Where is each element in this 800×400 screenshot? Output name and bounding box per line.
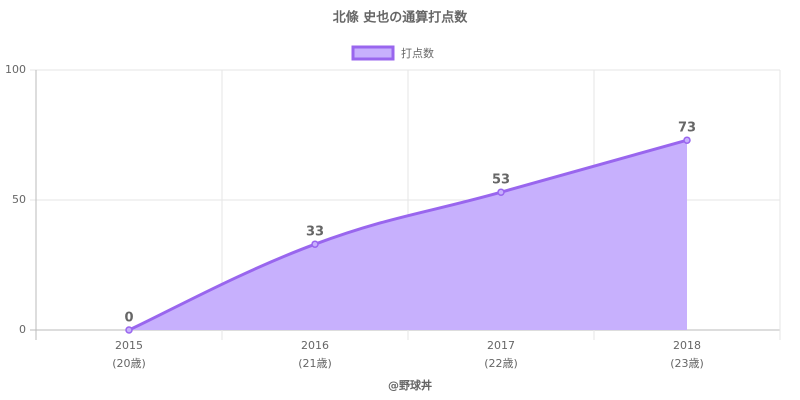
x-tick-sublabel: (21歳) xyxy=(298,357,332,370)
area-fill xyxy=(129,140,687,330)
x-tick-label: 2018 xyxy=(673,339,701,352)
x-tick-sublabel: (22歳) xyxy=(484,357,518,370)
x-tick-sublabel: (23歳) xyxy=(670,357,704,370)
line xyxy=(128,138,688,332)
legend-swatch xyxy=(351,45,395,61)
point xyxy=(683,136,691,144)
x-tick-label: 2016 xyxy=(301,339,329,352)
y-tick-label: 100 xyxy=(5,63,26,76)
x-tick-label: 2017 xyxy=(487,339,515,352)
legend-label: 打点数 xyxy=(401,46,434,60)
chart-title: 北條 史也の通算打点数 xyxy=(333,10,469,26)
data-label: 33 xyxy=(306,225,324,240)
y-tick-label: 50 xyxy=(12,193,26,206)
x-axis-title: @野球丼 xyxy=(388,378,432,392)
point xyxy=(497,188,505,196)
point xyxy=(311,240,319,248)
y-tick-label: 0 xyxy=(19,323,26,336)
x-tick-sublabel: (20歳) xyxy=(112,357,146,370)
data-label: 73 xyxy=(678,121,696,136)
data-label: 53 xyxy=(492,173,510,188)
point xyxy=(125,326,133,334)
data-label: 0 xyxy=(124,311,133,326)
x-tick-label: 2015 xyxy=(115,339,143,352)
